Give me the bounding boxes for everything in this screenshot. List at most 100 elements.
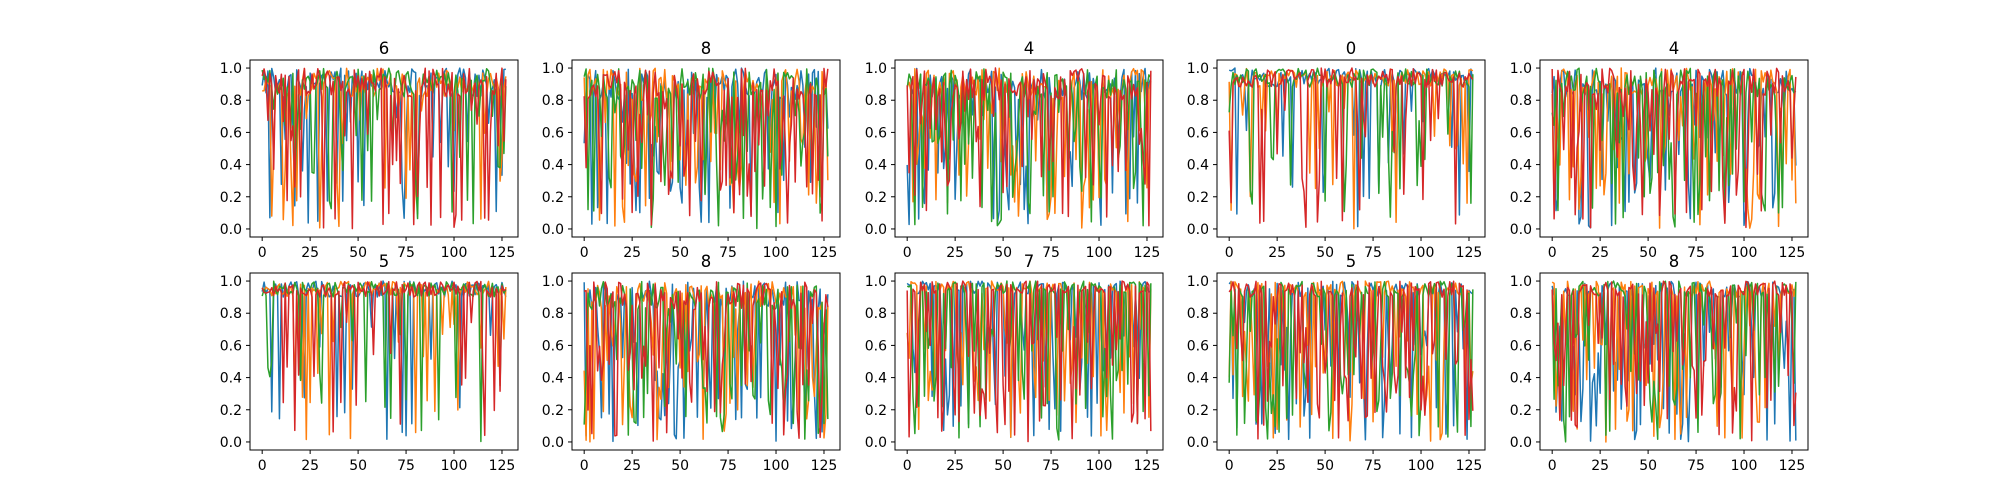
y-tick-label: 0.0 (865, 435, 887, 451)
x-tick-label: 50 (1639, 245, 1657, 261)
y-tick-label: 0.4 (1510, 371, 1532, 387)
series-line-4 (906, 67, 1152, 227)
series-line-4 (1551, 280, 1797, 442)
y-tick-label: 0.6 (1187, 338, 1209, 354)
subplot-7: 0 25 50 75 100 125 0.0 0.2 0.4 0.6 0.8 1.0 8 (542, 252, 841, 474)
y-tick-label: 0.4 (542, 371, 564, 387)
y-tick-label: 1.0 (1187, 274, 1209, 290)
series-line-3 (906, 68, 1152, 227)
x-tick-label: 125 (811, 458, 838, 474)
y-tick-label: 0.2 (865, 190, 887, 206)
y-tick-label: 0.0 (220, 222, 242, 238)
series-group (1228, 280, 1474, 442)
x-tick-label: 50 (994, 458, 1012, 474)
x-tick-label: 125 (1134, 458, 1161, 474)
series-line-1 (906, 67, 1152, 226)
axes-frame (249, 59, 519, 238)
y-tick-label: 0.4 (542, 158, 564, 174)
series-line-3 (906, 280, 1152, 441)
y-tick-label: 0.8 (865, 93, 887, 109)
series-group (906, 280, 1152, 443)
series-line-3 (261, 280, 507, 443)
x-tick-label: 50 (994, 245, 1012, 261)
y-tick-label: 0.8 (1187, 306, 1209, 322)
y-tick-label: 0.2 (1510, 190, 1532, 206)
x-tick-label: 100 (763, 245, 790, 261)
x-tick-label: 125 (1134, 245, 1161, 261)
x-tick-label: 0 (1548, 458, 1557, 474)
y-tick-label: 0.0 (1187, 222, 1209, 238)
y-tick-label: 0.2 (220, 190, 242, 206)
subplot-9: 0 25 50 75 100 125 0.0 0.2 0.4 0.6 0.8 1.0 5 (1187, 252, 1486, 474)
series-group (1551, 67, 1797, 229)
x-tick-label: 100 (1086, 245, 1113, 261)
series-line-4 (261, 280, 507, 437)
x-tick-label: 0 (903, 458, 912, 474)
subplot-title: 6 (379, 39, 390, 58)
x-tick-label: 75 (397, 245, 415, 261)
series-line-4 (1228, 67, 1474, 228)
subplot-title: 8 (701, 252, 712, 271)
y-tick-label: 0.8 (220, 93, 242, 109)
subplot-6: 0 25 50 75 100 125 0.0 0.2 0.4 0.6 0.8 1.0 5 (220, 252, 519, 474)
series-line-4 (261, 67, 507, 230)
y-tick-label: 0.0 (1510, 222, 1532, 238)
y-tick-label: 0.4 (1510, 158, 1532, 174)
x-tick-label: 25 (623, 245, 641, 261)
series-group (1551, 280, 1797, 443)
y-tick-label: 0.6 (542, 338, 564, 354)
y-tick-label: 0.2 (220, 403, 242, 419)
y-tick-label: 1.0 (1510, 61, 1532, 77)
y-tick-label: 0.8 (865, 306, 887, 322)
x-tick-label: 50 (1316, 458, 1334, 474)
y-tick-label: 0.4 (1187, 371, 1209, 387)
axes-frame (1539, 272, 1809, 451)
y-tick-label: 0.6 (1510, 338, 1532, 354)
x-tick-label: 0 (580, 458, 589, 474)
x-tick-label: 50 (349, 245, 367, 261)
y-tick-label: 0.8 (542, 93, 564, 109)
y-tick-label: 1.0 (220, 274, 242, 290)
series-line-4 (1551, 67, 1797, 229)
axes-frame (571, 272, 841, 451)
y-tick-label: 1.0 (220, 61, 242, 77)
series-group (261, 67, 507, 230)
axes-frame (894, 272, 1164, 451)
y-tick-label: 0.2 (1510, 403, 1532, 419)
series-line-4 (1228, 280, 1474, 440)
series-line-2 (583, 67, 829, 227)
series-line-4 (583, 67, 829, 226)
x-tick-label: 100 (1086, 458, 1113, 474)
subplot-2: 0 25 50 75 100 125 0.0 0.2 0.4 0.6 0.8 1.0 8 (542, 39, 841, 261)
x-tick-label: 100 (1408, 245, 1435, 261)
series-line-1 (261, 67, 506, 224)
x-tick-label: 100 (763, 458, 790, 474)
y-tick-label: 0.6 (542, 125, 564, 141)
y-tick-label: 0.0 (1510, 435, 1532, 451)
y-tick-label: 0.6 (1510, 125, 1532, 141)
axes-frame (1216, 59, 1486, 238)
series-line-2 (261, 280, 507, 441)
subplot-10: 0 25 50 75 100 125 0.0 0.2 0.4 0.6 0.8 1.0 8 (1510, 252, 1809, 474)
x-tick-label: 75 (397, 458, 415, 474)
x-tick-label: 0 (258, 458, 267, 474)
y-tick-label: 0.8 (1187, 93, 1209, 109)
subplot-title: 5 (1346, 252, 1357, 271)
y-tick-label: 0.4 (220, 158, 242, 174)
x-tick-label: 25 (946, 245, 964, 261)
x-tick-label: 125 (1779, 458, 1806, 474)
x-tick-label: 100 (1731, 245, 1758, 261)
x-tick-label: 75 (1364, 458, 1382, 474)
x-tick-label: 100 (441, 245, 468, 261)
subplot-3: 0 25 50 75 100 125 0.0 0.2 0.4 0.6 0.8 1.0 4 (865, 39, 1164, 261)
y-tick-label: 1.0 (865, 274, 887, 290)
x-tick-label: 75 (1364, 245, 1382, 261)
y-tick-label: 0.0 (1187, 435, 1209, 451)
x-tick-label: 50 (349, 458, 367, 474)
y-tick-label: 1.0 (1510, 274, 1532, 290)
y-tick-label: 0.4 (865, 158, 887, 174)
axes-frame (1216, 272, 1486, 451)
x-tick-label: 50 (1316, 245, 1334, 261)
x-tick-label: 25 (946, 458, 964, 474)
